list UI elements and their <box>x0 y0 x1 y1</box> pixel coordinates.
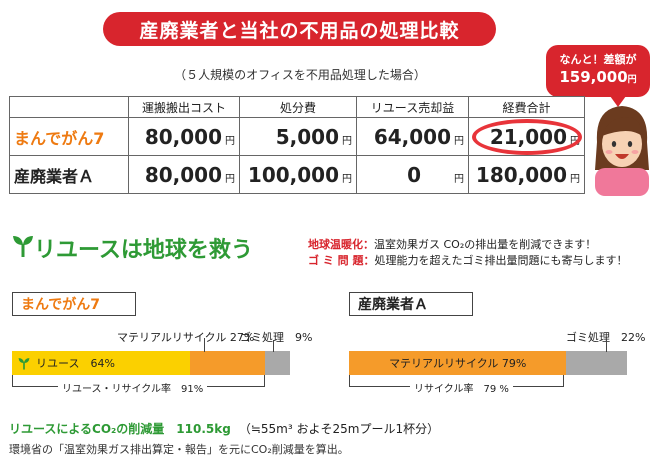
cell-total-highlight: 21,000 円 <box>468 117 585 156</box>
page-title: 産廃業者と当社の不用品の処理比較 <box>103 12 496 46</box>
yen-unit: 円 <box>454 135 464 147</box>
left-material-segment <box>189 351 265 375</box>
right-material-label: マテリアルリサイクル 79% <box>389 357 527 370</box>
cell-disposal: 100,000 円 <box>239 155 357 194</box>
cell-disposal: 5,000 円 <box>239 117 357 156</box>
co2-label: リユースによるCO₂の削減量 110.5kg <box>9 422 231 436</box>
yen-unit: 円 <box>570 173 580 185</box>
left-reuse-segment: リユース 64% <box>12 351 190 375</box>
left-rate-label: リユース・リサイクル率 91% <box>58 380 208 395</box>
table-row: まんでがん7 80,000 円 5,000 円 64,000 円 21,000 円 <box>9 117 585 156</box>
left-material-label: マテリアルリサイクル 27% <box>117 331 255 344</box>
yen-unit: 円 <box>225 135 235 147</box>
yen-unit: 円 <box>342 135 352 147</box>
woman-illustration-icon <box>595 106 649 196</box>
row-name: 産廃業者Ａ <box>9 155 129 194</box>
callout-line2: 159,000円 <box>546 68 650 86</box>
callout-line1: なんと！差額が <box>559 53 637 66</box>
left-garbage-label: ゴミ処理 9% <box>240 331 313 344</box>
note-key: 地球温暖化： <box>308 238 374 251</box>
reuse-heading: リユースは地球を救う <box>34 238 253 263</box>
co2-note: （≒55m³ およそ25mプール1杯分） <box>238 422 440 436</box>
cell-value: 180,000 <box>475 162 567 187</box>
note-text: 温室効果ガス CO₂の排出量を削減できます！ <box>374 238 597 251</box>
left-garbage-tick <box>273 340 274 352</box>
table-header-transport: 運搬搬出コスト <box>128 96 240 118</box>
right-garbage-tick <box>606 340 607 352</box>
cell-value: 64,000 <box>373 124 451 149</box>
cell-total: 180,000 円 <box>468 155 585 194</box>
callout-unit: 円 <box>627 75 637 85</box>
sprout-icon <box>18 358 30 370</box>
left-reuse-label: リユース 64% <box>36 357 115 370</box>
note-global-warming: 地球温暖化：温室効果ガス CO₂の排出量を削減できます！ <box>308 237 628 253</box>
left-compare-label: まんでがん7 <box>12 292 136 316</box>
callout-amount: 159,000 <box>559 68 628 86</box>
cell-value: 100,000 <box>247 162 339 187</box>
left-material-tick <box>204 338 205 352</box>
right-ratio-bar: マテリアルリサイクル 79% <box>349 351 627 375</box>
right-material-segment: マテリアルリサイクル 79% <box>349 351 567 375</box>
yen-unit: 円 <box>454 173 464 185</box>
yen-unit: 円 <box>342 173 352 185</box>
cell-transport: 80,000 円 <box>128 155 240 194</box>
note-text: 処理能力を超えたゴミ排出量問題にも寄与します！ <box>374 254 628 267</box>
yen-unit: 円 <box>225 173 235 185</box>
cell-value: 0 <box>407 162 421 187</box>
table-header-disposal: 処分費 <box>239 96 357 118</box>
difference-callout: なんと！差額が 159,000円 <box>546 45 650 107</box>
right-rate-label: リサイクル率 79 % <box>410 380 513 395</box>
page-subtitle: （５人規模のオフィスを不用品処理した場合） <box>174 68 426 82</box>
cell-value: 80,000 <box>144 124 222 149</box>
table-header-blank <box>9 96 129 118</box>
highlight-circle <box>472 119 582 155</box>
sprout-icon <box>13 236 33 257</box>
table-header-resale: リユース売却益 <box>356 96 469 118</box>
cell-resale: 64,000 円 <box>356 117 469 156</box>
table-header-total: 経費合計 <box>468 96 585 118</box>
cell-value: 80,000 <box>144 162 222 187</box>
right-compare-label: 産廃業者Ａ <box>349 292 473 316</box>
note-garbage: ゴ ミ 問 題：処理能力を超えたゴミ排出量問題にも寄与します！ <box>308 253 628 269</box>
note-key: ゴ ミ 問 題： <box>308 254 375 267</box>
right-garbage-segment <box>566 351 627 375</box>
comparison-table: 運搬搬出コスト 処分費 リユース売却益 経費合計 まんでがん7 80,000 円 … <box>9 96 585 194</box>
left-ratio-bar: リユース 64% <box>12 351 290 375</box>
right-garbage-label: ゴミ処理 22% <box>566 331 646 344</box>
left-garbage-segment <box>264 351 290 375</box>
table-header-row: 運搬搬出コスト 処分費 リユース売却益 経費合計 <box>9 96 585 118</box>
cell-transport: 80,000 円 <box>128 117 240 156</box>
footnote: 環境省の「温室効果ガス排出算定・報告」を元にCO₂削減量を算出。 <box>9 443 349 456</box>
cell-value: 5,000 <box>275 124 339 149</box>
co2-reduction: リユースによるCO₂の削減量 110.5kg （≒55m³ およそ25mプール1杯… <box>9 420 439 437</box>
reuse-notes: 地球温暖化：温室効果ガス CO₂の排出量を削減できます！ ゴ ミ 問 題：処理能… <box>308 237 628 269</box>
row-name: まんでがん7 <box>9 117 129 156</box>
